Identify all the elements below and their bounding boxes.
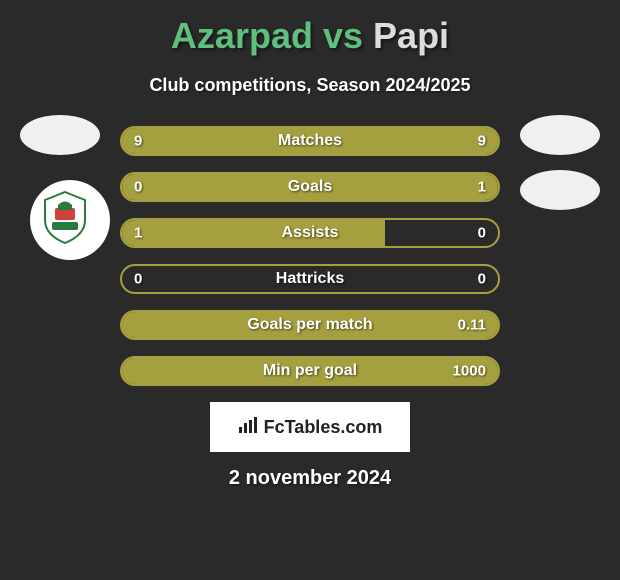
avatar-placeholder-icon <box>520 170 600 210</box>
player1-avatar <box>20 115 100 155</box>
stat-value-left: 0 <box>134 271 142 288</box>
badge-text: FcTables.com <box>264 417 383 438</box>
date-label: 2 november 2024 <box>0 467 620 490</box>
avatar-placeholder-icon <box>20 115 100 155</box>
subtitle: Club competitions, Season 2024/2025 <box>0 75 620 96</box>
main-container: Azarpad vs Papi Club competitions, Seaso… <box>0 0 620 500</box>
player1-club-logo <box>30 180 110 260</box>
shield-svg-icon <box>40 190 90 245</box>
player2-club-logo <box>520 170 600 210</box>
stat-row: Min per goal 1000 <box>120 356 500 386</box>
stat-row: 0 Hattricks 0 <box>120 264 500 294</box>
stat-value-right: 0 <box>478 271 486 288</box>
player2-name: Papi <box>373 15 449 56</box>
stat-value-left: 9 <box>134 133 142 150</box>
stat-row: 9 Matches 9 <box>120 126 500 156</box>
player1-name: Azarpad <box>171 15 313 56</box>
chart-icon <box>238 417 258 438</box>
stat-value-right: 9 <box>478 133 486 150</box>
stat-row: Goals per match 0.11 <box>120 310 500 340</box>
stat-label: Hattricks <box>276 270 344 288</box>
bar-left <box>122 220 385 246</box>
stats-area: 9 Matches 9 0 Goals 1 1 Assists 0 0 Hattricks 0 Goal… <box>120 126 500 386</box>
stat-label: Goals <box>288 178 332 196</box>
club-shield-icon <box>40 190 100 250</box>
title: Azarpad vs Papi <box>0 15 620 57</box>
avatar-placeholder-icon <box>520 115 600 155</box>
stat-value-right: 0 <box>478 225 486 242</box>
stat-label: Assists <box>282 224 339 242</box>
stat-value-left: 1 <box>134 225 142 242</box>
stat-value-right: 1 <box>478 179 486 196</box>
bar-right <box>178 174 498 200</box>
stat-label: Min per goal <box>263 362 357 380</box>
bar-left <box>122 174 178 200</box>
stat-row: 1 Assists 0 <box>120 218 500 248</box>
stat-row: 0 Goals 1 <box>120 172 500 202</box>
stat-value-right: 1000 <box>453 363 486 380</box>
stat-value-right: 0.11 <box>458 317 486 334</box>
player2-avatar <box>520 115 600 155</box>
fctables-badge: FcTables.com <box>210 402 410 452</box>
stat-label: Goals per match <box>247 316 372 334</box>
stat-value-left: 0 <box>134 179 142 196</box>
vs-text: vs <box>323 15 363 56</box>
stat-label: Matches <box>278 132 342 150</box>
